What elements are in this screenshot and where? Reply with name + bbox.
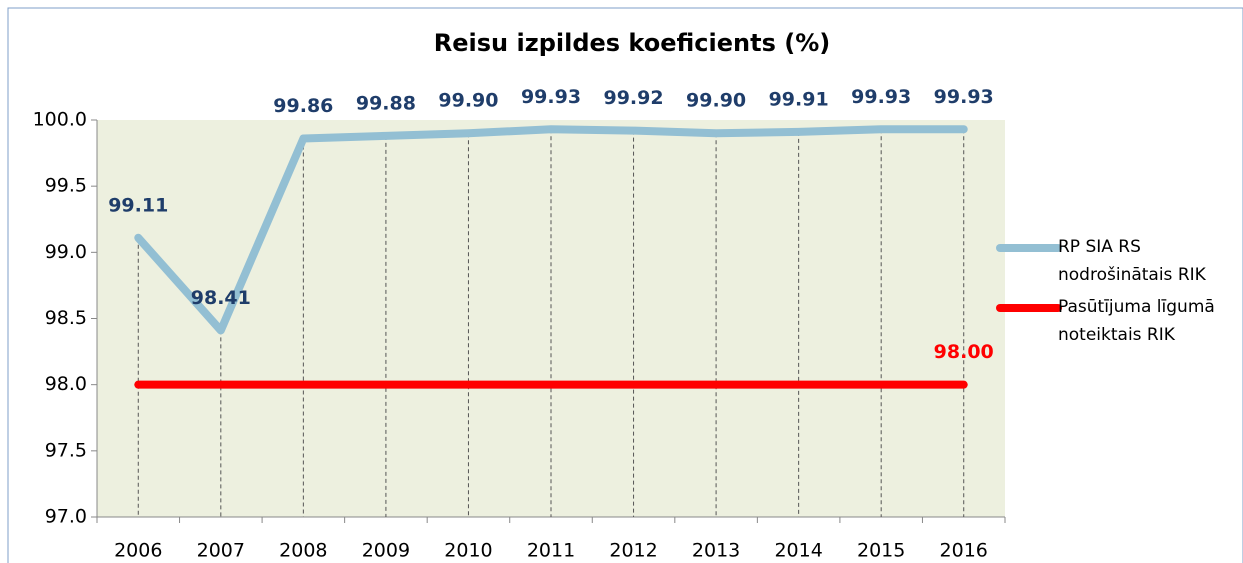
- x-tick-label: 2007: [197, 540, 245, 562]
- chart-frame: [7, 7, 1243, 563]
- data-label: 99.11: [108, 194, 168, 216]
- y-tick-label: 97.0: [45, 506, 87, 528]
- x-tick-label: 2013: [692, 540, 740, 562]
- data-label: 99.93: [934, 86, 994, 108]
- x-tick-label: 2011: [527, 540, 575, 562]
- y-tick-label: 99.5: [45, 175, 87, 197]
- y-tick-label: 98.5: [45, 307, 87, 329]
- x-tick-label: 2008: [279, 540, 327, 562]
- legend-label: RP SIA RS nodrošinātais RIK: [1058, 237, 1206, 285]
- x-tick-label: 2010: [444, 540, 492, 562]
- data-label: 99.88: [356, 92, 416, 114]
- data-label: 99.92: [603, 87, 663, 109]
- chart-title: Reisu izpildes koeficients (%): [434, 29, 830, 57]
- legend-item: RP SIA RS nodrošinātais RIK: [1058, 237, 1206, 285]
- y-tick-label: 98.0: [45, 373, 87, 395]
- x-tick-label: 2009: [362, 540, 410, 562]
- y-tick-label: 100.0: [33, 109, 87, 131]
- x-tick-label: 2006: [114, 540, 162, 562]
- data-label: 98.00: [934, 341, 994, 363]
- data-label: 99.90: [438, 90, 498, 112]
- y-tick-label: 99.0: [45, 241, 87, 263]
- x-tick-label: 2016: [940, 540, 988, 562]
- data-label: 99.90: [686, 90, 746, 112]
- legend-label: Pasūtījuma līgumā noteiktais RIK: [1058, 297, 1215, 345]
- x-tick-label: 2015: [857, 540, 905, 562]
- data-label: 99.86: [273, 95, 333, 117]
- legend-item: Pasūtījuma līgumā noteiktais RIK: [1058, 297, 1215, 345]
- series-line: [134, 125, 968, 335]
- x-tick-label: 2014: [774, 540, 822, 562]
- data-label: 99.93: [851, 86, 911, 108]
- data-label: 98.41: [191, 287, 251, 309]
- data-label: 99.93: [521, 86, 581, 108]
- x-tick-label: 2012: [609, 540, 657, 562]
- data-label: 99.91: [769, 88, 829, 110]
- y-tick-label: 97.5: [45, 439, 87, 461]
